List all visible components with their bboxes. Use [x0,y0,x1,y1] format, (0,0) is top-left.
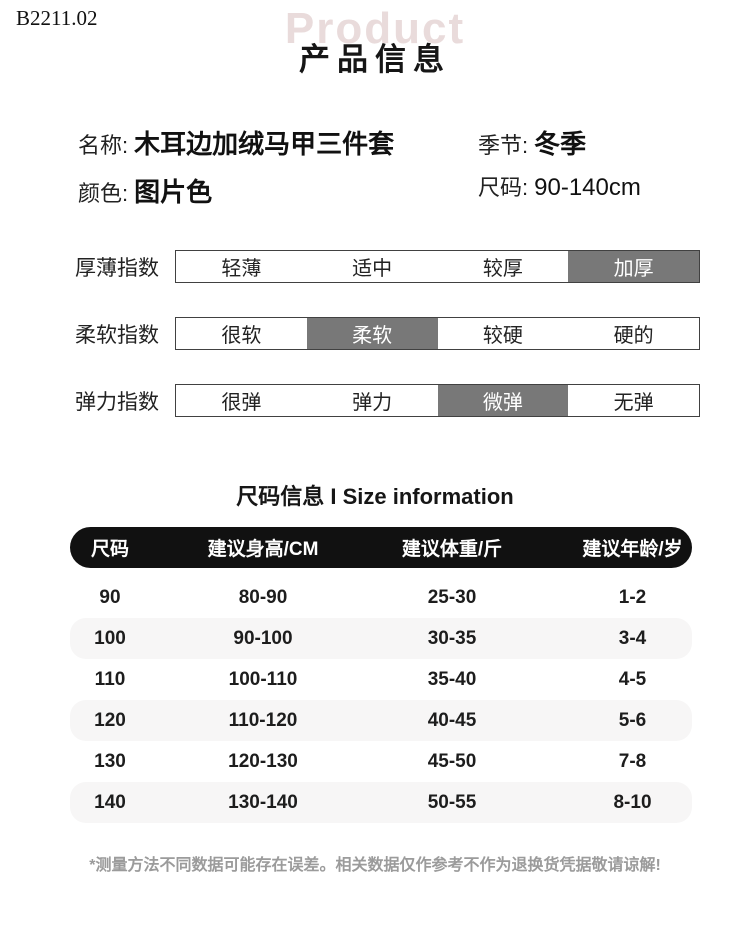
field-product-name: 名称: 木耳边加绒马甲三件套 [78,124,394,161]
table-cell: 110 [94,668,126,690]
table-cell: 40-45 [427,709,477,731]
size-table: 尺码 建议身高/CM 建议体重/斤 建议年龄/岁 90 80-90 25-30 1-2 100… [70,527,692,823]
index-bar: 轻薄 适中 较厚 加厚 [175,250,700,283]
product-name-label: 名称: [78,133,129,158]
index-option: 柔软 [306,318,438,349]
field-season: 季节: 冬季 [478,124,586,161]
table-row: 130 120-130 45-50 7-8 [70,741,692,782]
index-option: 微弹 [437,385,569,416]
table-cell: 1-2 [618,586,647,608]
table-cell: 120-130 [228,750,298,772]
season-value: 冬季 [534,129,587,159]
table-row: 100 90-100 30-35 3-4 [70,618,692,659]
table-cell: 35-40 [427,668,477,690]
table-cell: 45-50 [427,750,477,772]
index-option: 硬的 [568,318,699,349]
table-cell: 110-120 [228,709,298,731]
table-cell: 130-140 [228,791,298,813]
index-label: 厚薄指数 [75,256,159,280]
season-label: 季节: [478,133,529,158]
table-cell: 130 [94,750,126,772]
index-label: 柔软指数 [75,323,159,347]
column-header: 建议身高/CM [207,539,319,560]
table-row: 140 130-140 50-55 8-10 [70,782,692,823]
watermark-text: Product [284,4,466,53]
index-option: 轻薄 [176,251,307,282]
color-label: 颜色: [78,181,129,206]
table-cell: 90 [99,586,121,608]
index-option: 弹力 [306,385,438,416]
index-option: 无弹 [568,385,699,416]
size-table-header: 尺码 建议身高/CM 建议体重/斤 建议年龄/岁 [70,527,692,568]
column-header: 尺码 [90,539,129,560]
table-row: 120 110-120 40-45 5-6 [70,700,692,741]
table-cell: 7-8 [618,750,647,772]
table-cell: 25-30 [427,586,477,608]
table-cell: 120 [94,709,126,731]
table-cell: 80-90 [238,586,288,608]
table-cell: 3-4 [618,627,647,649]
index-option: 很软 [176,318,307,349]
index-option: 适中 [306,251,438,282]
table-cell: 8-10 [613,791,652,813]
index-bar: 很弹 弹力 微弹 无弹 [175,384,700,417]
field-color: 颜色: 图片色 [78,172,212,209]
index-row-1: 厚薄指数 轻薄 适中 较厚 加厚 [75,250,700,283]
field-size-range: 尺码: 90-140cm [478,170,641,202]
product-code: B2211.02 [16,6,98,30]
size-info-heading: 尺码信息 I Size information [236,484,514,509]
color-value: 图片色 [134,177,213,207]
index-option: 较硬 [437,318,569,349]
table-row: 110 100-110 35-40 4-5 [70,659,692,700]
index-option: 加厚 [568,251,699,282]
index-bar: 很软 柔软 较硬 硬的 [175,317,700,350]
column-header: 建议体重/斤 [401,539,503,560]
index-option: 很弹 [176,385,307,416]
size-range-label: 尺码: [478,175,529,200]
table-cell: 30-35 [427,627,477,649]
index-row-3: 弹力指数 很弹 弹力 微弹 无弹 [75,384,700,417]
product-name-value: 木耳边加绒马甲三件套 [134,129,395,159]
size-table-body: 90 80-90 25-30 1-2 100 90-100 30-35 3-4 110 100-1… [70,577,692,823]
index-label: 弹力指数 [75,390,159,414]
footer-disclaimer: *测量方法不同数据可能存在误差。相关数据仅作参考不作为退换货凭据敬请谅解! [89,857,661,874]
table-cell: 4-5 [618,668,647,690]
table-cell: 5-6 [618,709,647,731]
index-row-2: 柔软指数 很软 柔软 较硬 硬的 [75,317,700,350]
table-cell: 50-55 [427,791,477,813]
table-cell: 140 [94,791,126,813]
index-option: 较厚 [437,251,569,282]
page-title: 产品信息 [299,42,451,77]
table-cell: 90-100 [233,627,293,649]
table-cell: 100-110 [228,668,298,690]
table-cell: 100 [94,627,126,649]
table-row: 90 80-90 25-30 1-2 [70,577,692,618]
size-range-value: 90-140cm [534,174,641,201]
column-header: 建议年龄/岁 [582,539,683,560]
